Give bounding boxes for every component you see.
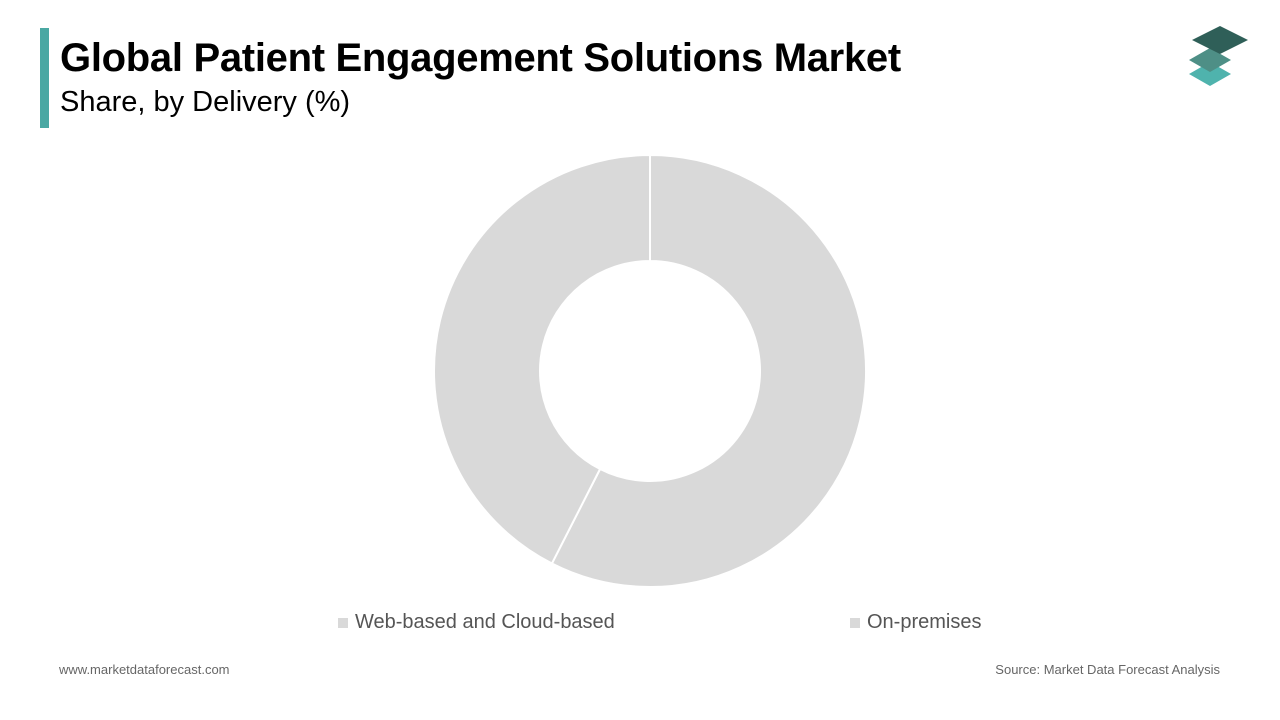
company-logo-icon [1189,26,1248,86]
legend-item-web-cloud: Web-based and Cloud-based [338,611,615,634]
chart-title: Global Patient Engagement Solutions Mark… [60,36,901,80]
footer-website: www.marketdataforecast.com [59,662,230,677]
legend-item-on-premises: On-premises [850,611,981,634]
legend-label-on-premises: On-premises [867,611,982,633]
footer-source: Source: Market Data Forecast Analysis [995,662,1220,677]
donut-slice-web-based-and-cloud-based [550,153,867,588]
legend-label-web-cloud: Web-based and Cloud-based [355,611,615,633]
chart-subtitle: Share, by Delivery (%) [60,86,351,118]
title-accent-bar [40,28,49,128]
legend-swatch-web-cloud [338,617,348,628]
legend-swatch-on-premises [850,617,860,628]
donut-slice-on-premises [433,153,651,565]
